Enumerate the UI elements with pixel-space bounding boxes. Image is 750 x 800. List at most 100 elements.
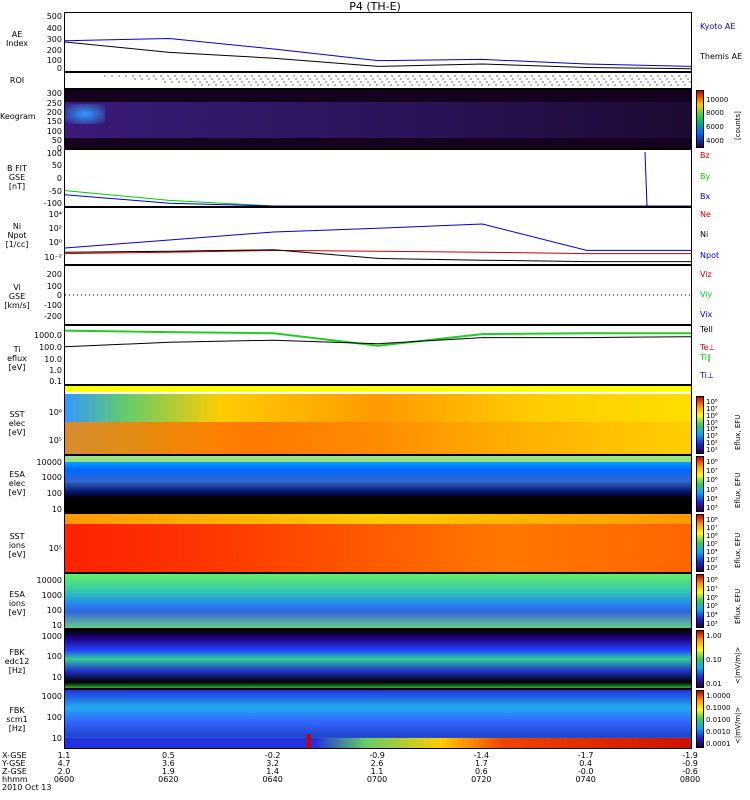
colorbar-tick: 1.0000 (706, 692, 731, 700)
time-tick-value: 0.4 (579, 759, 593, 768)
roi-dot (141, 78, 143, 80)
roi-dot (586, 84, 588, 86)
fbk-edc12-tick: 10 (51, 673, 62, 682)
roi-dot (208, 84, 210, 86)
ti-legend-teperp: Te⊥ (700, 343, 716, 352)
roi-dot (600, 84, 602, 86)
colorbar-tick: 10⁵ (706, 418, 718, 427)
roi-dot (132, 75, 134, 77)
time-tick-value: -0.6 (682, 767, 698, 776)
colorbar-tick: 10⁵ (706, 602, 718, 611)
bx-line (65, 194, 691, 206)
roi-dot (538, 75, 540, 77)
roi-dot (664, 75, 666, 77)
roi-dot (649, 84, 651, 86)
roi-dot (370, 75, 372, 77)
colorbar-tick: 0.1000 (706, 704, 731, 712)
esa-elec-colorbar (696, 456, 704, 512)
roi-dot (265, 75, 267, 77)
colorbar-tick: 10⁸ (706, 516, 718, 524)
esa-ions-tick: 10000 (36, 576, 62, 585)
roi-dot (439, 84, 441, 86)
roi-dot (384, 75, 386, 77)
roi-dot (246, 78, 248, 80)
roi-dot (621, 84, 623, 86)
colorbar-tick: 10⁴ (706, 494, 718, 503)
roi-dot (505, 78, 507, 80)
roi-dot (356, 75, 358, 77)
roi-dot (647, 81, 649, 83)
page-title: P4 (TH-E) (349, 0, 401, 13)
keogram-tick: 50 (51, 136, 62, 145)
keogram-tick: 250 (46, 99, 62, 108)
roi-dot (675, 81, 677, 83)
time-tick-value: 1.1 (57, 751, 71, 760)
roi-dot (684, 84, 686, 86)
roi-dot (470, 78, 472, 80)
bfit-tick: 100 (46, 149, 62, 158)
roi-dot (341, 84, 343, 86)
roi-dot (202, 75, 204, 77)
roi-dot (514, 81, 516, 83)
time-tick-value: 1.4 (266, 767, 280, 776)
roi-dot (409, 81, 411, 83)
roi-dot (222, 84, 224, 86)
roi-dot (260, 78, 262, 80)
bfit-panel (64, 149, 692, 207)
roi-dot (687, 78, 689, 80)
roi-dot (645, 78, 647, 80)
colorbar-tick: 0.0001 (706, 740, 731, 748)
roi-dot (125, 75, 127, 77)
roi-dot (313, 84, 315, 86)
roi-dot (327, 84, 329, 86)
keogram-ylabel: Keogram (0, 112, 36, 121)
roi-dot (167, 75, 169, 77)
vi-tick: 0 (56, 291, 62, 300)
roi-dot (419, 75, 421, 77)
roi-dot (558, 84, 560, 86)
roi-dot (197, 78, 199, 80)
roi-dot (300, 75, 302, 77)
roi-dot (379, 78, 381, 80)
roi-dot (255, 81, 257, 83)
roi-dot (360, 81, 362, 83)
roi-dot (533, 78, 535, 80)
ne-line (65, 249, 691, 255)
roi-dot (472, 81, 474, 83)
colorbar-tick: 10⁶ (706, 476, 718, 485)
roi-dot (204, 78, 206, 80)
roi-dot (390, 84, 392, 86)
roi-dot (153, 75, 155, 77)
roi-dot (593, 84, 595, 86)
colorbar-tick: 10¹ (706, 446, 718, 454)
sst-ions-top-band (65, 514, 691, 524)
roi-dot (587, 75, 589, 77)
roi-dot (577, 81, 579, 83)
roi-dot (334, 84, 336, 86)
roi-dot (118, 75, 120, 77)
roi-dot (521, 81, 523, 83)
ae-tick: 200 (46, 46, 62, 55)
esa-elec-top-band (65, 456, 691, 462)
roi-dot (309, 78, 311, 80)
esa-ions-tick: 100 (46, 606, 62, 615)
roi-dot (617, 78, 619, 80)
y-gse-label: Y-GSE (2, 759, 26, 768)
roi-dot (397, 84, 399, 86)
roi-dot (530, 84, 532, 86)
roi-dot (689, 81, 691, 83)
roi-dot (295, 78, 297, 80)
time-tick-value: 0740 (575, 775, 596, 784)
roi-dot (591, 81, 593, 83)
time-tick-value: 0800 (679, 775, 701, 784)
roi-dot (528, 81, 530, 83)
roi-dot (678, 75, 680, 77)
esa-elec-tick: 1000 (41, 473, 62, 482)
roi-dot (414, 78, 416, 80)
roi-dot (321, 75, 323, 77)
roi-dot (475, 75, 477, 77)
ti-legend-tell: Tell (700, 325, 713, 334)
time-tick-value: -1.9 (682, 751, 698, 760)
roi-dot (626, 81, 628, 83)
ti-tick: 0.1 (49, 377, 62, 386)
